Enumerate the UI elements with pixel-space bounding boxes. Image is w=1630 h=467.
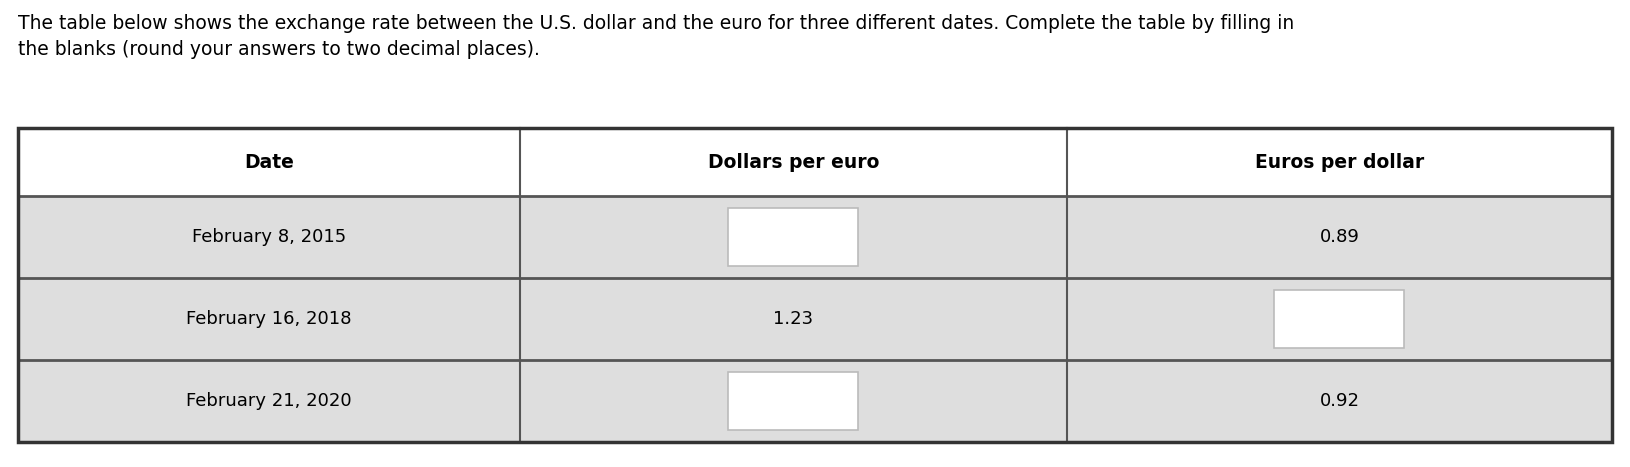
Bar	[520, 360, 1068, 442]
Bar	[18, 196, 520, 278]
Bar	[18, 128, 520, 196]
Bar	[729, 208, 859, 266]
Bar	[1068, 278, 1612, 360]
Bar	[520, 128, 1068, 196]
Text: 0.89: 0.89	[1320, 228, 1359, 246]
Bar	[18, 360, 520, 442]
Bar	[18, 128, 1612, 442]
Bar	[1068, 196, 1612, 278]
Text: February 21, 2020: February 21, 2020	[186, 392, 352, 410]
Bar	[729, 372, 859, 430]
Text: 0.92: 0.92	[1319, 392, 1359, 410]
Text: Date: Date	[244, 153, 293, 171]
Bar	[1275, 290, 1405, 348]
Bar	[520, 278, 1068, 360]
Text: Euros per dollar: Euros per dollar	[1255, 153, 1425, 171]
Text: February 16, 2018: February 16, 2018	[186, 310, 352, 328]
Text: Dollars per euro: Dollars per euro	[707, 153, 879, 171]
Bar	[18, 278, 520, 360]
Bar	[1068, 128, 1612, 196]
Bar	[1068, 360, 1612, 442]
Text: 1.23: 1.23	[773, 310, 813, 328]
Text: February 8, 2015: February 8, 2015	[192, 228, 346, 246]
Text: the blanks (round your answers to two decimal places).: the blanks (round your answers to two de…	[18, 40, 540, 59]
Text: The table below shows the exchange rate between the U.S. dollar and the euro for: The table below shows the exchange rate …	[18, 14, 1294, 33]
Bar	[520, 196, 1068, 278]
